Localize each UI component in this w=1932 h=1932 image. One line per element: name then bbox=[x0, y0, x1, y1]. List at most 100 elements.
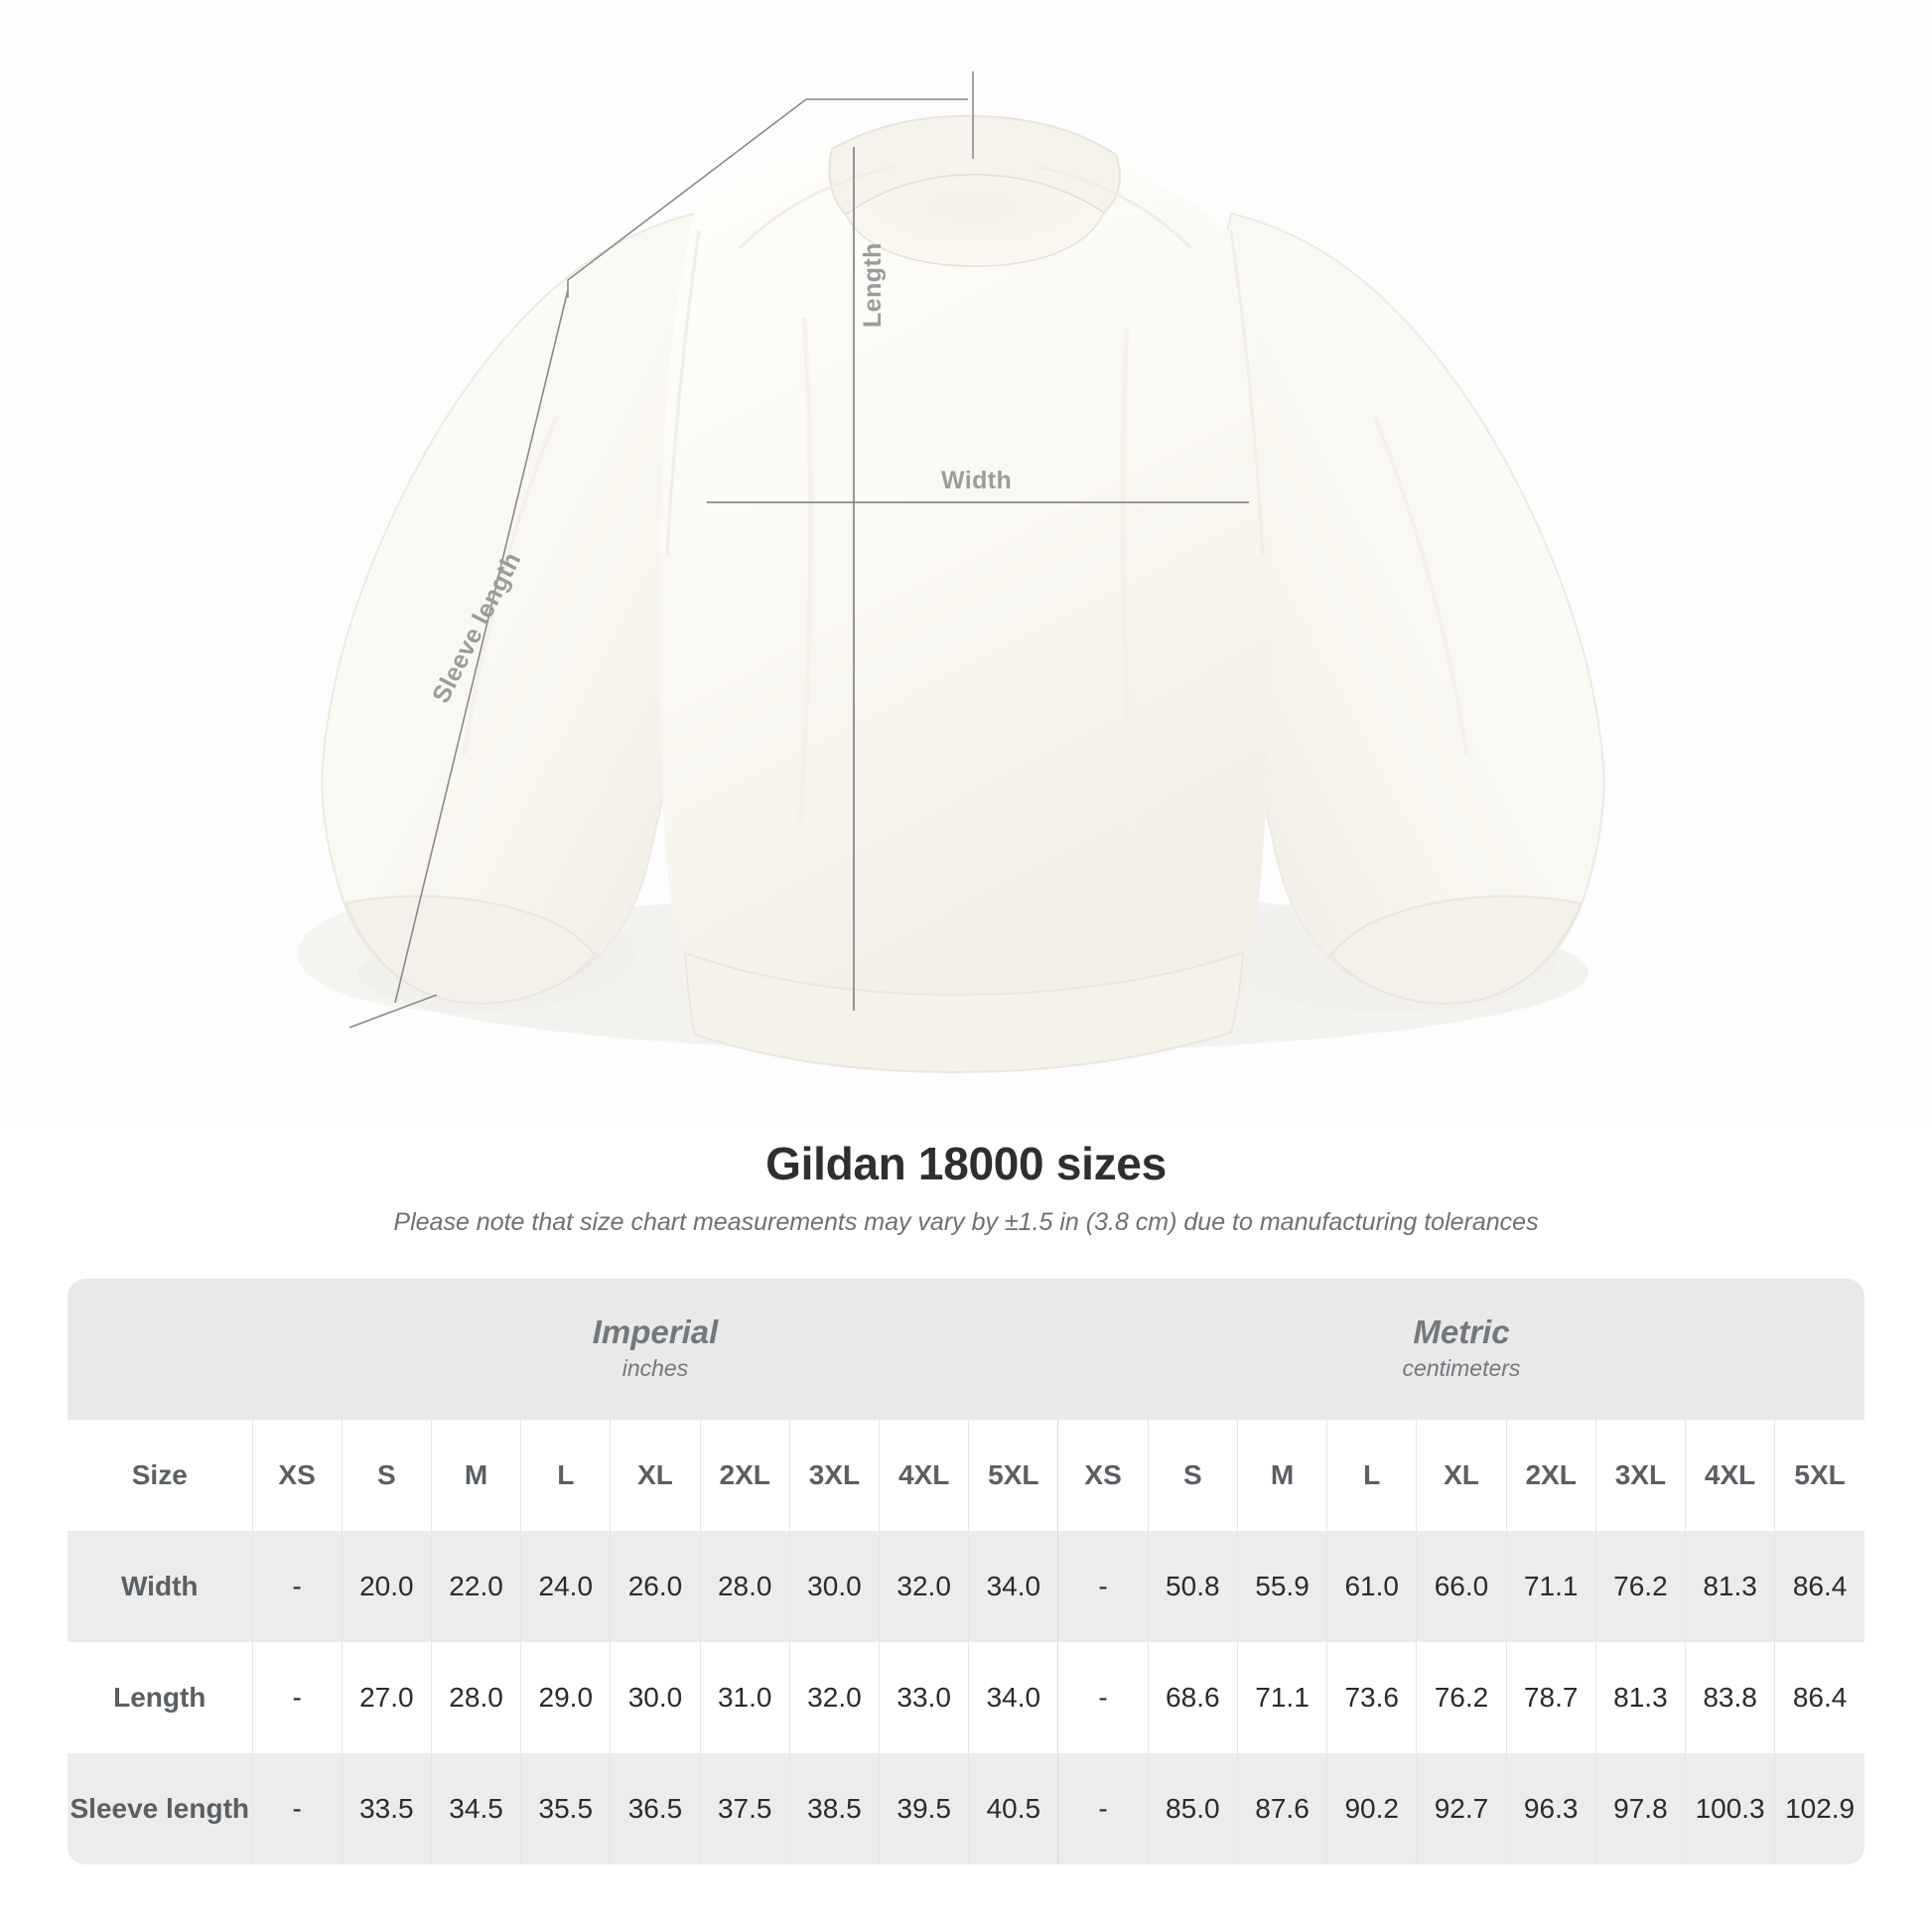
cell-width-met-4xl: 81.3 bbox=[1684, 1531, 1775, 1642]
cell-width-imp-xs: - bbox=[251, 1531, 343, 1642]
size-header-imp-2xl: 2XL bbox=[699, 1420, 790, 1531]
cell-sleeve-imp-3xl: 38.5 bbox=[788, 1753, 880, 1864]
table-row: Sleeve length - 33.5 34.5 35.5 36.5 37.5… bbox=[68, 1753, 1864, 1864]
cell-length-imp-4xl: 33.0 bbox=[879, 1642, 969, 1753]
cell-length-met-5xl: 86.4 bbox=[1774, 1642, 1864, 1753]
cell-sleeve-imp-5xl: 40.5 bbox=[968, 1753, 1058, 1864]
size-header-imp-s: S bbox=[341, 1420, 432, 1531]
unit-group-metric: Metric centimeters bbox=[1057, 1279, 1864, 1420]
cell-sleeve-met-xl: 92.7 bbox=[1416, 1753, 1507, 1864]
cell-sleeve-met-3xl: 97.8 bbox=[1594, 1753, 1686, 1864]
length-label: Length bbox=[859, 242, 887, 328]
cell-length-met-3xl: 81.3 bbox=[1594, 1642, 1686, 1753]
cell-length-met-xs: - bbox=[1057, 1642, 1149, 1753]
cell-length-met-l: 73.6 bbox=[1326, 1642, 1417, 1753]
sleeve-length-dimension-line bbox=[348, 71, 974, 1029]
size-table-wrapper: Imperial inches Metric centimeters Size … bbox=[68, 1279, 1864, 1864]
cell-width-imp-5xl: 34.0 bbox=[968, 1531, 1058, 1642]
cell-width-met-xs: - bbox=[1057, 1531, 1149, 1642]
cell-length-imp-2xl: 31.0 bbox=[699, 1642, 790, 1753]
row-label-sleeve-length: Sleeve length bbox=[68, 1753, 252, 1864]
unit-group-metric-sub: centimeters bbox=[1402, 1354, 1521, 1381]
cell-width-imp-3xl: 30.0 bbox=[788, 1531, 880, 1642]
cell-sleeve-imp-m: 34.5 bbox=[430, 1753, 521, 1864]
cell-sleeve-met-2xl: 96.3 bbox=[1505, 1753, 1596, 1864]
cell-sleeve-imp-xl: 36.5 bbox=[610, 1753, 701, 1864]
cell-width-met-3xl: 76.2 bbox=[1594, 1531, 1686, 1642]
size-header-imp-l: L bbox=[520, 1420, 611, 1531]
cell-sleeve-imp-l: 35.5 bbox=[520, 1753, 611, 1864]
cell-length-imp-5xl: 34.0 bbox=[968, 1642, 1058, 1753]
unit-header-spacer bbox=[68, 1279, 252, 1420]
cell-sleeve-met-s: 85.0 bbox=[1147, 1753, 1238, 1864]
sweatshirt-illustration bbox=[298, 114, 1605, 1074]
size-table: Imperial inches Metric centimeters Size … bbox=[68, 1279, 1864, 1864]
size-header-met-5xl: 5XL bbox=[1774, 1420, 1864, 1531]
cell-sleeve-met-l: 90.2 bbox=[1326, 1753, 1417, 1864]
size-header-imp-5xl: 5XL bbox=[968, 1420, 1058, 1531]
size-header-imp-xl: XL bbox=[610, 1420, 701, 1531]
cell-sleeve-met-m: 87.6 bbox=[1236, 1753, 1327, 1864]
size-header-imp-m: M bbox=[430, 1420, 521, 1531]
cell-length-met-4xl: 83.8 bbox=[1684, 1642, 1775, 1753]
size-header-met-2xl: 2XL bbox=[1505, 1420, 1596, 1531]
cell-length-imp-s: 27.0 bbox=[341, 1642, 432, 1753]
cell-width-imp-m: 22.0 bbox=[430, 1531, 521, 1642]
size-header-imp-3xl: 3XL bbox=[788, 1420, 880, 1531]
cell-length-imp-m: 28.0 bbox=[430, 1642, 521, 1753]
page-title: Gildan 18000 sizes bbox=[765, 1138, 1167, 1189]
cell-sleeve-met-xs: - bbox=[1057, 1753, 1149, 1864]
cell-width-met-m: 55.9 bbox=[1236, 1531, 1327, 1642]
unit-group-metric-name: Metric bbox=[1413, 1312, 1510, 1350]
cell-length-met-m: 71.1 bbox=[1236, 1642, 1327, 1753]
cell-length-imp-xl: 30.0 bbox=[610, 1642, 701, 1753]
table-row: Width - 20.0 22.0 24.0 26.0 28.0 30.0 32… bbox=[68, 1531, 1864, 1642]
cell-width-imp-s: 20.0 bbox=[341, 1531, 432, 1642]
row-label-length: Length bbox=[68, 1642, 252, 1753]
size-header-row: Size XS S M L XL 2XL 3XL 4XL 5XL XS S M … bbox=[68, 1420, 1864, 1531]
cell-length-imp-3xl: 32.0 bbox=[788, 1642, 880, 1753]
cell-length-met-xl: 76.2 bbox=[1416, 1642, 1507, 1753]
size-header-met-xs: XS bbox=[1057, 1420, 1149, 1531]
table-row: Length - 27.0 28.0 29.0 30.0 31.0 32.0 3… bbox=[68, 1642, 1864, 1753]
cell-width-met-5xl: 86.4 bbox=[1774, 1531, 1864, 1642]
unit-header-row: Imperial inches Metric centimeters bbox=[68, 1279, 1864, 1420]
cell-width-imp-4xl: 32.0 bbox=[879, 1531, 969, 1642]
size-column-header: Size bbox=[68, 1420, 252, 1531]
measurement-annotations bbox=[348, 71, 1249, 1029]
size-header-met-m: M bbox=[1236, 1420, 1327, 1531]
cell-sleeve-met-5xl: 102.9 bbox=[1774, 1753, 1864, 1864]
cell-width-met-2xl: 71.1 bbox=[1505, 1531, 1596, 1642]
cell-width-imp-2xl: 28.0 bbox=[699, 1531, 790, 1642]
cell-sleeve-imp-s: 33.5 bbox=[341, 1753, 432, 1864]
garment-photo: Length Width Sleeve length bbox=[298, 71, 1605, 1074]
garment-diagram: Length Width Sleeve length bbox=[298, 71, 1605, 1074]
cell-sleeve-imp-4xl: 39.5 bbox=[879, 1753, 969, 1864]
width-label: Width bbox=[941, 467, 1013, 494]
size-header-met-4xl: 4XL bbox=[1684, 1420, 1775, 1531]
cell-length-met-2xl: 78.7 bbox=[1505, 1642, 1596, 1753]
cell-sleeve-imp-xs: - bbox=[251, 1753, 343, 1864]
size-header-met-s: S bbox=[1147, 1420, 1238, 1531]
cell-length-imp-xs: - bbox=[251, 1642, 343, 1753]
size-header-met-xl: XL bbox=[1416, 1420, 1507, 1531]
cell-sleeve-imp-2xl: 37.5 bbox=[699, 1753, 790, 1864]
cell-sleeve-met-4xl: 100.3 bbox=[1684, 1753, 1775, 1864]
size-header-met-3xl: 3XL bbox=[1594, 1420, 1686, 1531]
unit-group-imperial-sub: inches bbox=[621, 1354, 689, 1381]
cell-width-met-l: 61.0 bbox=[1326, 1531, 1417, 1642]
unit-group-imperial: Imperial inches bbox=[252, 1279, 1058, 1420]
cell-width-met-xl: 66.0 bbox=[1416, 1531, 1507, 1642]
size-header-met-l: L bbox=[1326, 1420, 1417, 1531]
cell-length-met-s: 68.6 bbox=[1147, 1642, 1238, 1753]
cell-width-imp-xl: 26.0 bbox=[610, 1531, 701, 1642]
title-block: Gildan 18000 sizes Please note that size… bbox=[0, 1137, 1932, 1237]
unit-group-imperial-name: Imperial bbox=[592, 1312, 719, 1350]
cell-length-imp-l: 29.0 bbox=[520, 1642, 611, 1753]
size-header-imp-4xl: 4XL bbox=[879, 1420, 969, 1531]
tolerance-note: Please note that size chart measurements… bbox=[393, 1208, 1539, 1236]
cell-width-imp-l: 24.0 bbox=[520, 1531, 611, 1642]
cell-width-met-s: 50.8 bbox=[1147, 1531, 1238, 1642]
row-label-width: Width bbox=[68, 1531, 252, 1642]
